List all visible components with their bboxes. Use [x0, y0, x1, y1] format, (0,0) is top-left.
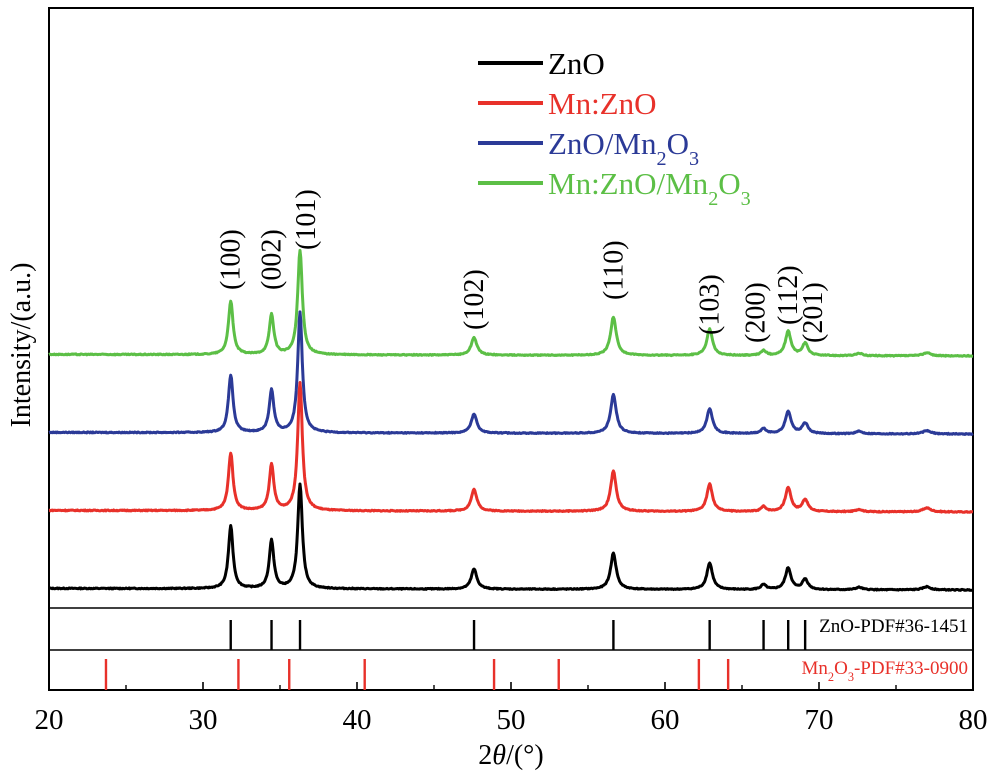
- peak-label: (102): [459, 269, 490, 330]
- legend-label-mnzno: Mn:ZnO: [548, 86, 657, 121]
- reference-label-zno-ref: ZnO-PDF#36-1451: [819, 616, 968, 637]
- reference-label-mn2o3-ref: Mn2O3-PDF#33-0900: [802, 658, 969, 684]
- legend-label-znomn: ZnO/Mn2O3: [548, 126, 699, 170]
- peak-label: (110): [598, 240, 629, 300]
- series-line-mnznomn: [48, 248, 974, 358]
- peak-label: (002): [257, 229, 288, 290]
- peak-label: (112): [773, 265, 804, 325]
- peak-label: (103): [695, 274, 726, 335]
- reference-mn2o3-ref: Mn2O3-PDF#33-0900: [104, 658, 969, 690]
- peak-label: (100): [216, 229, 247, 290]
- x-tick-label: 30: [189, 704, 218, 736]
- x-axis-label: 2θ/(°): [478, 740, 543, 771]
- peak-label: (101): [291, 189, 322, 250]
- y-axis-label: Intensity/(a.u.): [6, 263, 37, 428]
- x-tick-label: 40: [343, 704, 372, 736]
- x-tick-label: 60: [651, 704, 680, 736]
- series-line-mnzno: [48, 381, 974, 514]
- series-line-zno: [48, 482, 974, 592]
- x-tick-label: 70: [805, 704, 834, 736]
- series-line-znomn: [48, 310, 974, 436]
- x-tick-label: 80: [959, 704, 988, 736]
- peak-label: (200): [741, 282, 772, 343]
- series-group: [48, 248, 974, 592]
- x-tick-label: 20: [35, 704, 64, 736]
- reference-zno-ref: ZnO-PDF#36-1451: [229, 616, 968, 650]
- legend-label-mnznomn: Mn:ZnO/Mn2O3: [548, 166, 751, 210]
- legend-label-zno: ZnO: [548, 46, 605, 81]
- peak-label: (201): [798, 282, 829, 343]
- x-tick-label: 50: [497, 704, 526, 736]
